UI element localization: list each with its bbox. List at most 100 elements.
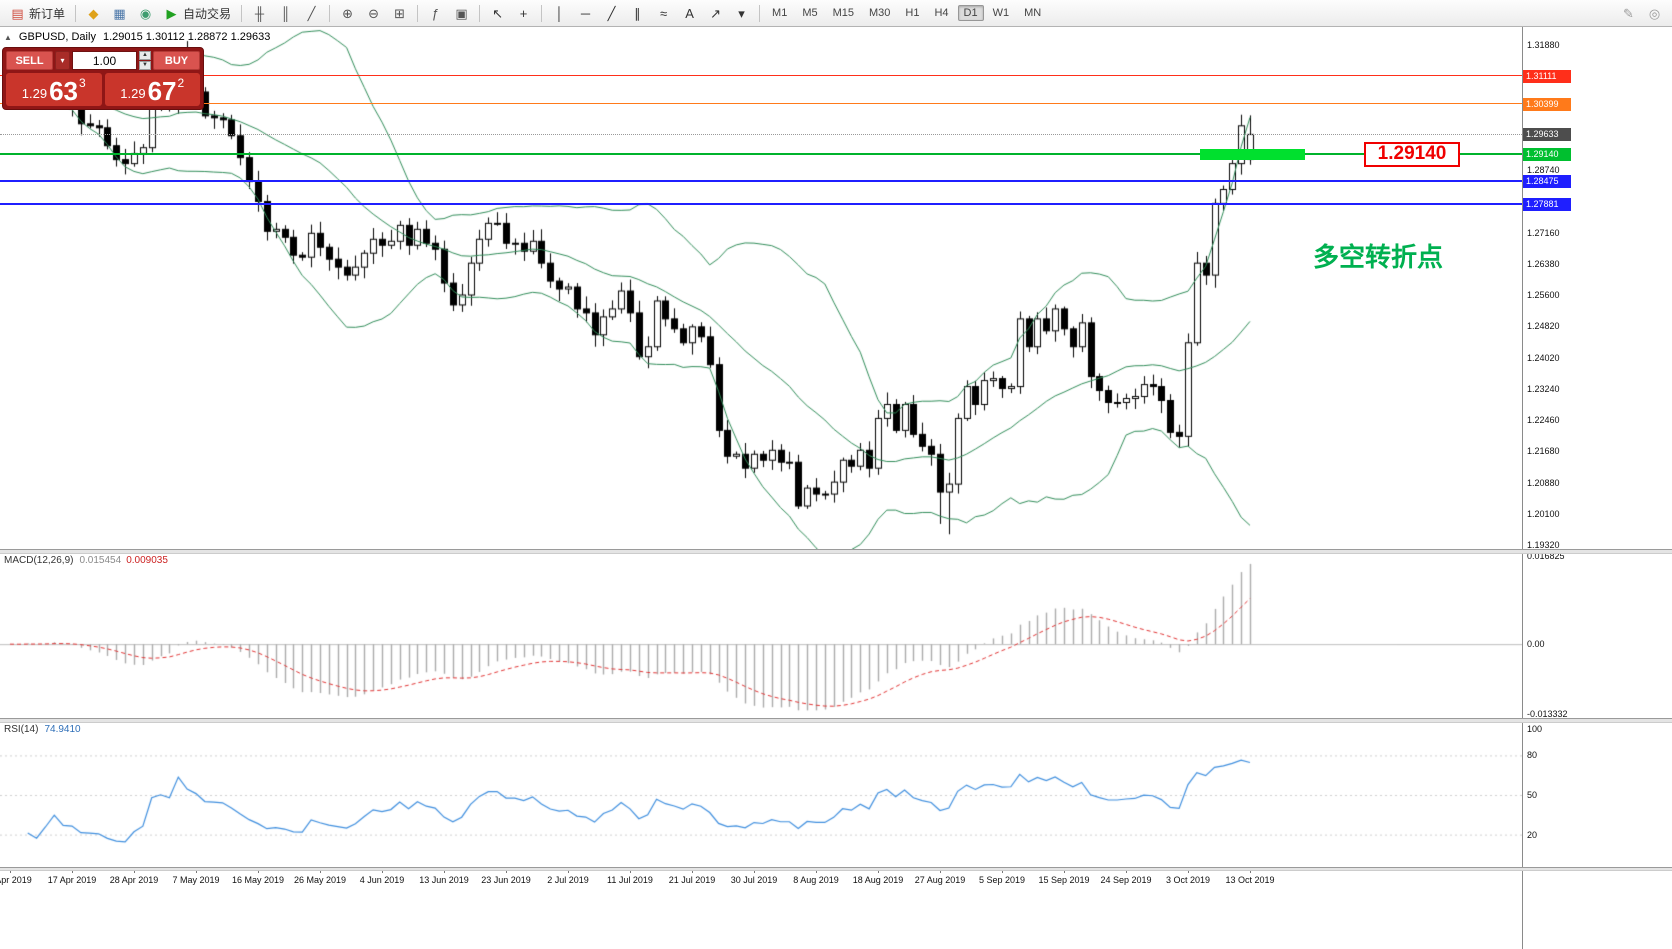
horizontal-level-line[interactable] xyxy=(0,133,1522,135)
market-watch-button[interactable]: ▦ xyxy=(107,3,132,24)
pane-divider[interactable] xyxy=(0,867,1672,871)
order-type-dropdown-icon[interactable]: ▾ xyxy=(55,51,70,70)
zoom-out-button[interactable]: ⊖ xyxy=(361,3,386,24)
wave-button[interactable]: ≈ xyxy=(651,3,676,24)
date-label: 8 Aug 2019 xyxy=(793,875,839,885)
rsi-label: RSI(14) 74.9410 xyxy=(4,724,81,735)
price-level-badge: 1.28475 xyxy=(1523,174,1571,188)
sell-price-point: 3 xyxy=(79,76,86,90)
toolbar-separator xyxy=(329,4,331,22)
scale-tick: 1.24020 xyxy=(1527,352,1560,363)
chart-title: ▲ GBPUSD, Daily 1.29015 1.30112 1.28872 … xyxy=(4,31,270,43)
scale-tick: -0.013332 xyxy=(1527,709,1568,719)
edit-button[interactable]: ✎ xyxy=(1616,3,1641,24)
bar-chart-button[interactable]: ╫ xyxy=(247,3,272,24)
price-level-badge: 1.29140 xyxy=(1523,148,1571,162)
zoom-out-icon: ⊖ xyxy=(368,5,379,21)
time-scale[interactable]: 8 Apr 2019 17 Apr 2019 28 Apr 2019 7 May 20… xyxy=(0,869,1522,893)
line-chart-button[interactable]: ╱ xyxy=(299,3,324,24)
pane-divider[interactable] xyxy=(0,549,1672,554)
arrows-button[interactable]: ↗ xyxy=(703,3,728,24)
trendline-icon: ╱ xyxy=(607,5,616,21)
date-tick xyxy=(10,869,11,873)
timeframe-button-mn[interactable]: MN xyxy=(1024,7,1042,19)
magnifier-button[interactable]: ◎ xyxy=(1642,3,1667,24)
price-scale[interactable]: 1.31880 1.28740 1.27160 1.26380 1.25600 1.248… xyxy=(1522,27,1672,949)
text-icon: A xyxy=(685,5,694,21)
macd-indicator-canvas[interactable] xyxy=(0,552,1522,718)
objects-button[interactable]: ▣ xyxy=(449,3,474,24)
new-order-button[interactable]: ▤ 新订单 xyxy=(5,2,70,25)
date-tick xyxy=(1249,869,1251,873)
autotrade-button[interactable]: ▶ 自动交易 xyxy=(159,2,236,25)
date-tick xyxy=(195,869,197,873)
buy-price-display[interactable]: 1.29 67 2 xyxy=(104,73,200,106)
date-label: 24 Sep 2019 xyxy=(1100,875,1152,885)
text-button[interactable]: A xyxy=(677,3,702,24)
horizontal-level-line[interactable] xyxy=(0,75,1522,77)
rsi-value: 74.9410 xyxy=(44,724,81,735)
date-label: 7 May 2019 xyxy=(172,875,220,885)
chinese-annotation-text[interactable]: 多空转折点 xyxy=(1313,242,1444,272)
scale-tick: 1.21680 xyxy=(1527,446,1560,457)
chart-area[interactable]: 1.29140 多空转折点 ▲ GBPUSD, Daily 1.29015 1.… xyxy=(0,27,1522,949)
vertical-line-button[interactable]: │ xyxy=(547,3,572,24)
candlestick-chart-button[interactable]: ║ xyxy=(273,3,298,24)
rsi-indicator-canvas[interactable] xyxy=(0,721,1522,867)
horizontal-level-line[interactable] xyxy=(0,179,1522,182)
date-tick xyxy=(629,869,631,873)
scale-tick: 20 xyxy=(1527,829,1538,840)
timeframe-button-d1[interactable]: D1 xyxy=(957,5,984,21)
buy-price-prefix: 1.29 xyxy=(120,86,146,101)
magnifier-icon: ◎ xyxy=(1648,5,1661,21)
date-tick xyxy=(505,869,507,873)
timeframe-button-m30[interactable]: M30 xyxy=(869,7,891,19)
sell-price-display[interactable]: 1.29 63 3 xyxy=(6,73,102,106)
trendline-button[interactable]: ╱ xyxy=(599,3,624,24)
horizontal-line-button[interactable]: ─ xyxy=(573,3,598,24)
shapes-dropdown[interactable]: ▾ xyxy=(729,3,754,24)
scale-tick: 50 xyxy=(1527,790,1538,800)
wave-icon: ≈ xyxy=(659,5,668,21)
symbol-period-label: GBPUSD, Daily xyxy=(18,31,96,43)
date-label: 11 Jul 2019 xyxy=(607,875,653,885)
pane-divider[interactable] xyxy=(0,718,1672,723)
date-label: 18 Aug 2019 xyxy=(852,875,904,885)
volume-input[interactable] xyxy=(72,51,137,70)
zoom-in-button[interactable]: ⊕ xyxy=(335,3,360,24)
timeframe-button-w1[interactable]: W1 xyxy=(992,7,1010,19)
buy-button[interactable]: BUY xyxy=(153,51,200,70)
date-label: 27 Aug 2019 xyxy=(914,875,966,885)
date-label: 13 Jun 2019 xyxy=(419,875,469,885)
price-level-callout[interactable]: 1.29140 xyxy=(1364,141,1460,167)
price-chart-canvas[interactable] xyxy=(0,27,1522,549)
timeframe-button-h1[interactable]: H1 xyxy=(905,7,920,19)
timeframe-button-h4[interactable]: H4 xyxy=(934,7,949,19)
timeframe-button-m15[interactable]: M15 xyxy=(832,7,854,19)
date-tick xyxy=(1125,869,1127,873)
crosshair-button[interactable]: + xyxy=(511,3,536,24)
volume-down-icon[interactable]: ▼ xyxy=(139,61,151,70)
horizontal-level-line[interactable] xyxy=(0,103,1522,105)
horizontal-level-line[interactable] xyxy=(0,153,1522,156)
tile-windows-button[interactable]: ⊞ xyxy=(387,3,412,24)
support-zone-rectangle[interactable] xyxy=(1200,148,1305,160)
timeframe-button-m1[interactable]: M1 xyxy=(772,7,788,19)
timeframe-button-m5[interactable]: M5 xyxy=(802,7,818,19)
date-tick xyxy=(133,869,135,873)
date-label: 30 Jul 2019 xyxy=(730,875,778,885)
sell-button[interactable]: SELL xyxy=(6,51,53,70)
data-window-button[interactable]: ◉ xyxy=(133,3,158,24)
autotrade-button-label: 自动交易 xyxy=(183,6,232,21)
cursor-button[interactable]: ↖ xyxy=(485,3,510,24)
trade-panel-toggle-icon[interactable]: ▲ xyxy=(4,32,12,42)
date-tick xyxy=(71,869,73,873)
horizontal-level-line[interactable] xyxy=(0,203,1522,206)
chart-workspace: 1.29140 多空转折点 ▲ GBPUSD, Daily 1.29015 1.… xyxy=(0,27,1672,949)
volume-up-icon[interactable]: ▲ xyxy=(139,51,151,60)
date-tick xyxy=(1001,869,1003,873)
channel-button[interactable]: ∥ xyxy=(625,3,650,24)
chart-profiles-button[interactable]: ◆ xyxy=(81,3,106,24)
indicators-button[interactable]: ƒ xyxy=(423,3,448,24)
toolbar: ▤ 新订单 ◆ ▦ ◉ ▶ 自动交易 ╫ ║ ╱ ⊕ ⊖ ⊞ ƒ ▣ ↖ + │ ─ ╱ ∥ ≈ A ↗ ▾ M1 M5 M15 M30… xyxy=(0,0,1672,27)
